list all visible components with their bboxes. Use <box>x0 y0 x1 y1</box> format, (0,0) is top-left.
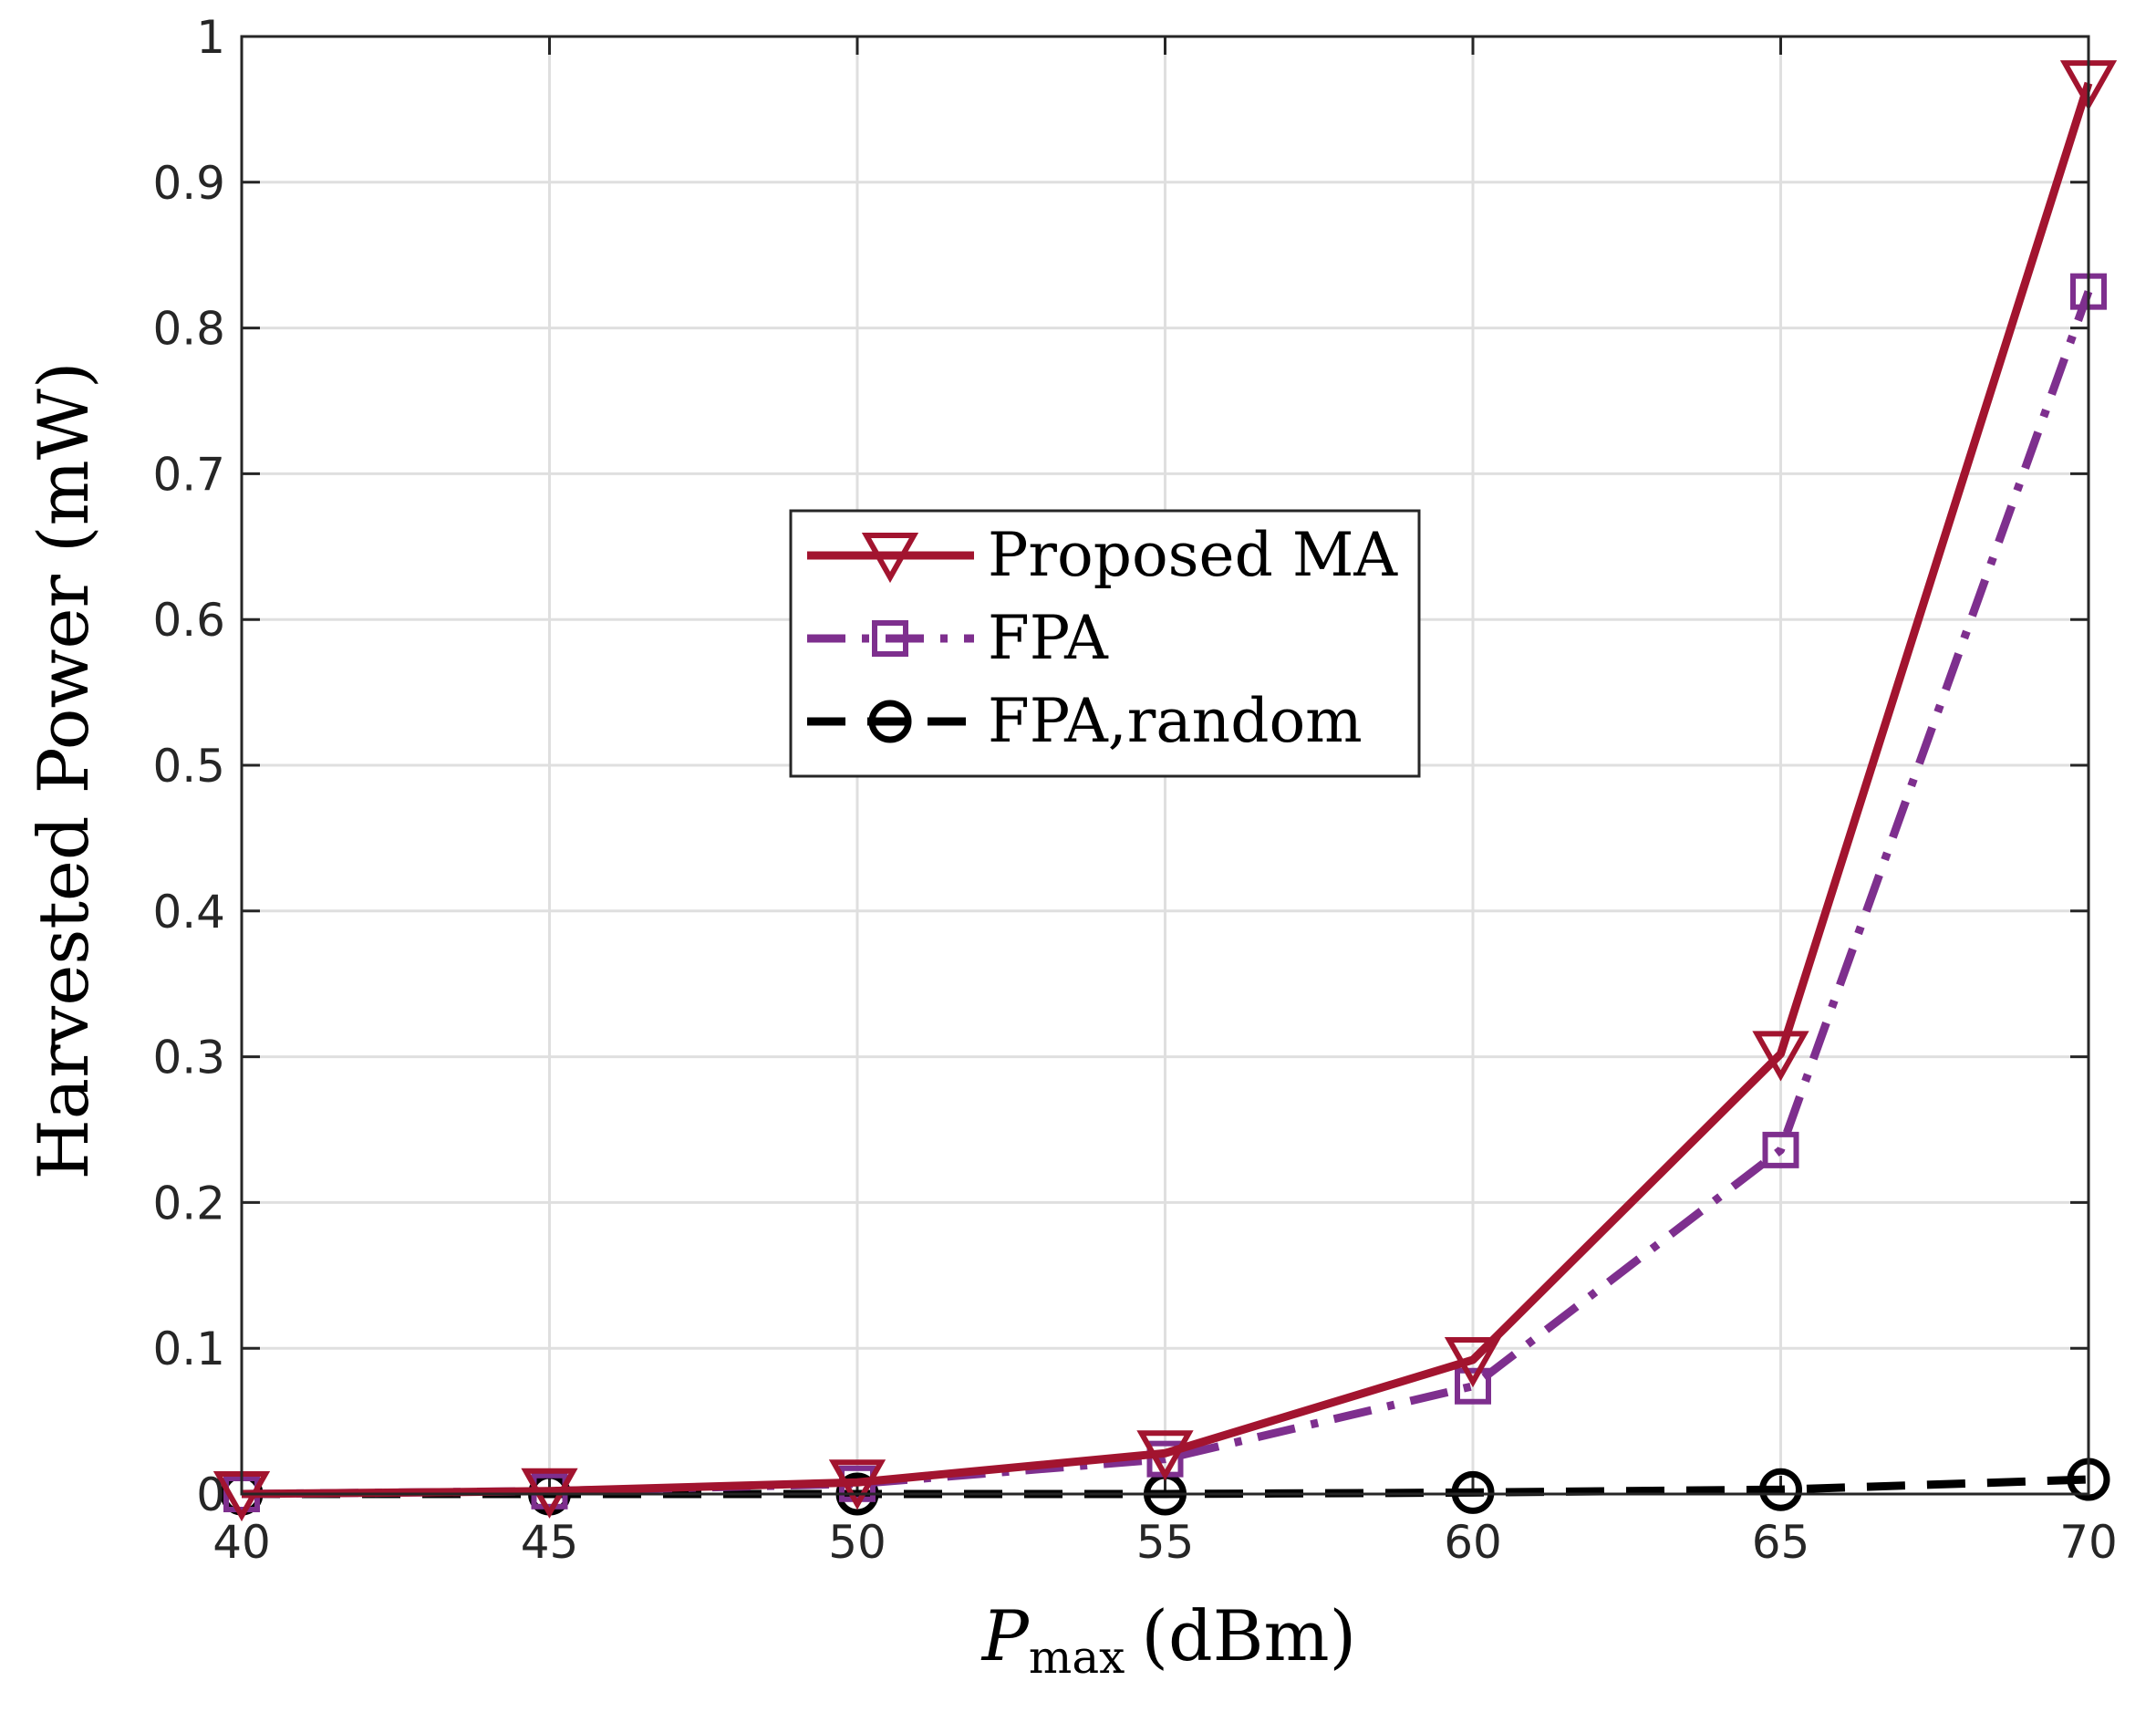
data-point <box>1451 1470 1495 1514</box>
legend-marker <box>872 620 908 657</box>
data-point <box>521 1468 578 1519</box>
legend-label: FPA <box>988 603 1109 673</box>
y-tick-labels: 0 0.1 0.2 0.3 0.4 0.5 0.6 0.7 0.8 0.9 1 <box>152 11 225 1521</box>
legend-entry: Proposed MA <box>807 520 1398 590</box>
data-point <box>1762 1131 1799 1168</box>
series-line <box>241 290 2093 1499</box>
data-point <box>1752 1031 1809 1082</box>
y-tick-label: 0.7 <box>152 448 225 501</box>
x-tick-label: 65 <box>1752 1516 1810 1569</box>
x-tick-label: 70 <box>2059 1516 2118 1569</box>
y-tick-label: 0.1 <box>152 1323 225 1375</box>
legend-marker <box>868 700 912 743</box>
x-tick-label: 45 <box>521 1516 579 1569</box>
y-tick-label: 0.4 <box>152 886 225 939</box>
x-tick-label: 60 <box>1444 1516 1502 1569</box>
y-axis-title: Harvested Power (mW) <box>23 362 104 1180</box>
x-tick-labels: 40 45 50 55 60 65 70 <box>212 1516 2118 1569</box>
legend-label: FPA,random <box>988 686 1363 756</box>
legend: Proposed MA FPA FPA,random <box>789 509 1421 778</box>
y-tick-label: 0.6 <box>152 594 225 647</box>
x-axis-title-symbol: P <box>980 1595 1031 1676</box>
x-axis-title: Pmax (dBm) <box>980 1595 1356 1684</box>
y-tick-label: 0.5 <box>152 740 225 793</box>
y-tick-label: 1 <box>196 11 225 64</box>
legend-entry: FPA <box>807 603 1109 673</box>
data-point <box>1136 1430 1194 1481</box>
data-point <box>828 1459 886 1510</box>
x-tick-label: 55 <box>1136 1516 1195 1569</box>
x-axis-title-subscript: max <box>1029 1631 1125 1684</box>
series-line <box>241 81 2093 1499</box>
y-tick-label: 0.9 <box>152 157 225 210</box>
legend-label: Proposed MA <box>988 520 1398 590</box>
series-proposed-ma <box>212 60 2118 1522</box>
legend-entry: FPA,random <box>807 686 1363 756</box>
y-tick-label: 0.2 <box>152 1177 225 1230</box>
data-point <box>1444 1336 1502 1388</box>
data-point <box>1759 1468 1802 1511</box>
legend-marker <box>861 533 919 584</box>
y-tick-label: 0.3 <box>152 1032 225 1084</box>
x-tick-label: 40 <box>212 1516 271 1569</box>
plot-area-frame <box>240 35 2090 1496</box>
data-point <box>1455 1367 1491 1405</box>
y-tick-label: 0.8 <box>152 303 225 356</box>
x-axis-title-unit: (dBm) <box>1141 1595 1356 1676</box>
y-tick-label: 0 <box>196 1468 225 1521</box>
x-tick-label: 50 <box>828 1516 886 1569</box>
